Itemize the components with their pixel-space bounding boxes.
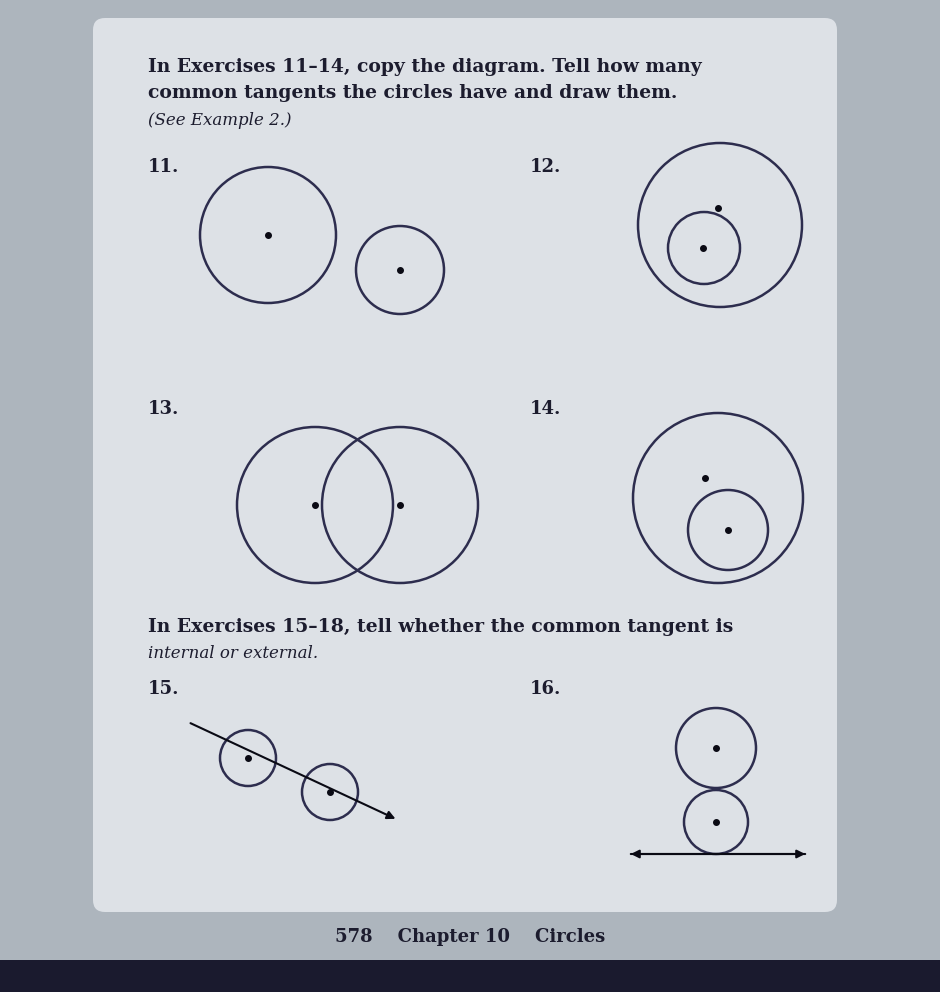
Text: In Exercises 11–14, copy the diagram. Tell how many: In Exercises 11–14, copy the diagram. Te… [148, 58, 702, 76]
Text: 12.: 12. [530, 158, 561, 176]
FancyBboxPatch shape [93, 18, 837, 912]
Text: In Exercises 15–18, tell whether the common tangent is: In Exercises 15–18, tell whether the com… [148, 618, 733, 636]
Text: 578    Chapter 10    Circles: 578 Chapter 10 Circles [335, 928, 605, 946]
Text: 16.: 16. [530, 680, 561, 698]
Text: 15.: 15. [148, 680, 180, 698]
Text: internal or external.: internal or external. [148, 645, 318, 662]
Text: 11.: 11. [148, 158, 180, 176]
Text: 14.: 14. [530, 400, 561, 418]
Bar [0, 960, 940, 992]
Text: 13.: 13. [148, 400, 180, 418]
Text: (See Example 2.): (See Example 2.) [148, 112, 291, 129]
Text: common tangents the circles have and draw them.: common tangents the circles have and dra… [148, 84, 678, 102]
